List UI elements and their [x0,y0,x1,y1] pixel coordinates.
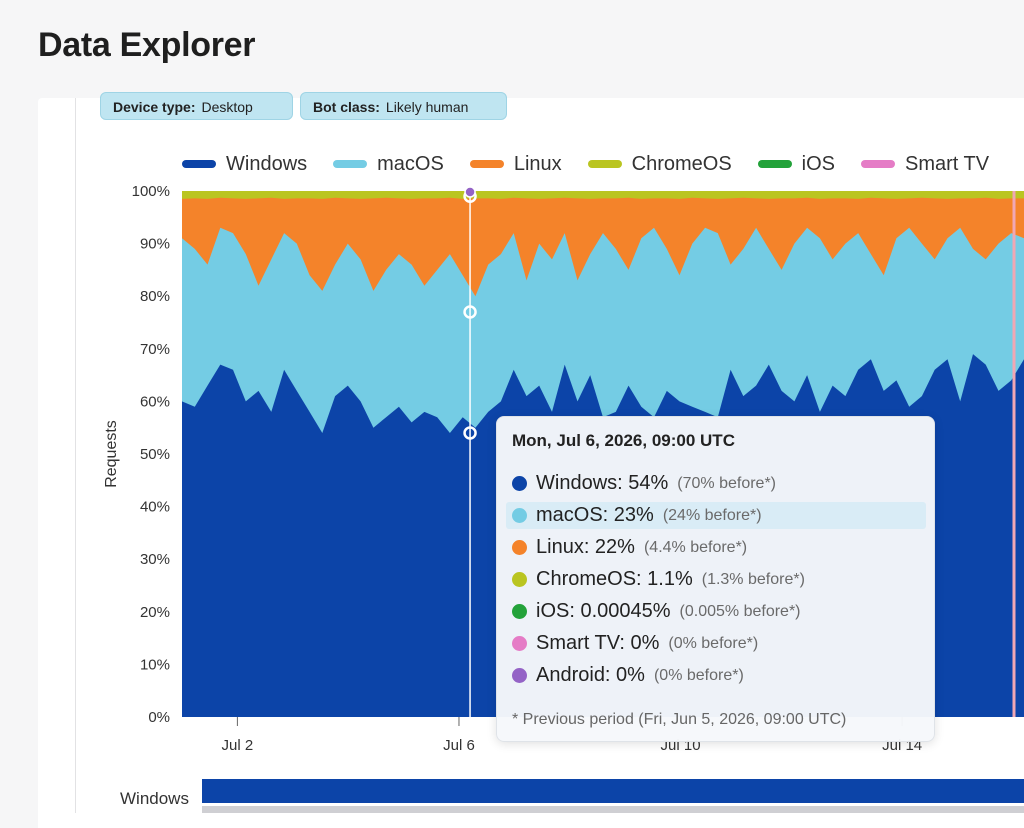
y-tick-label: 10% [140,656,170,673]
hover-marker-android [464,186,476,198]
legend-swatch [587,160,622,168]
legend-item-macos[interactable]: macOS [333,153,444,176]
x-tick-label: Jul 2 [222,737,254,754]
y-tick-label: 20% [140,604,170,621]
y-tick-label: 40% [140,499,170,516]
y-tick-label: 30% [140,551,170,568]
filter-value: Likely human [385,99,469,115]
tooltip-row-linux: Linux: 22% (4.4% before*) [506,534,926,561]
tooltip-row-chromeos: ChromeOS: 1.1% (1.3% before*) [506,566,926,593]
legend-swatch [757,160,792,168]
tooltip-title: Mon, Jul 6, 2026, 09:00 UTC [512,431,735,450]
legend-item-chromeos[interactable]: ChromeOS [587,152,732,176]
y-tick-label: 60% [140,393,170,410]
tooltip-row-ios: iOS: 0.00045% (0.005% before*) [506,598,926,625]
tooltip-value: Windows: 54% [536,472,669,494]
hover-marker [463,305,477,319]
filter-pill-device-type[interactable]: Device type: Desktop [100,92,293,120]
tooltip-value: Linux: 22% [536,536,635,558]
filter-label: Device type: [113,99,196,115]
y-tick-label: 90% [140,236,170,253]
tooltip-previous-value: (4.4% before*) [643,538,748,556]
hover-marker [463,426,477,440]
y-tick-label: 50% [140,446,170,463]
legend-label: Linux [513,152,562,175]
legend-swatch [182,160,216,168]
tooltip-previous-value: (24% before*) [662,506,762,524]
tooltip-footnote: * Previous period (Fri, Jun 5, 2026, 09:… [512,711,847,728]
y-tick-label: 70% [140,341,170,358]
legend-swatch [861,160,896,168]
legend-swatch [333,160,368,168]
tooltip-value: iOS: 0.00045% [536,600,671,622]
summary-bar-windows[interactable] [202,779,1024,803]
y-axis-label: Requests [103,420,120,488]
series-dot [512,668,527,683]
tooltip-value: Smart TV: 0% [536,632,660,654]
legend-item-ios[interactable]: iOS [757,152,836,176]
summary-bar-label: Windows [120,789,189,808]
tooltip-previous-value: (0.005% before*) [679,602,801,620]
legend-label: ChromeOS [631,152,732,175]
series-dot [512,604,527,619]
legend-label: iOS [801,152,836,175]
tooltip-value: Android: 0% [536,664,645,686]
tooltip-previous-value: (70% before*) [677,474,776,492]
legend-swatch [469,160,504,168]
tooltip-previous-value: (0% before*) [668,634,759,652]
tooltip-row-macos: macOS: 23% (24% before*) [506,502,926,529]
y-tick-label: 80% [140,288,170,305]
legend-label: macOS [377,152,444,175]
legend-item-windows[interactable]: Windows [182,153,307,176]
x-tick-label: Jul 6 [443,737,475,754]
legend-item-linux[interactable]: Linux [469,152,562,176]
tooltip-previous-value: (1.3% before*) [701,570,805,588]
chart-legend: Windows macOS Linux ChromeOS iOS Smart TV [182,150,1015,178]
series-dot [512,572,527,587]
y-tick-label: 0% [148,709,170,726]
legend-item-smart-tv[interactable]: Smart TV [861,153,989,176]
tooltip-previous-value: (0% before*) [653,666,744,684]
tooltip-row-windows: Windows: 54% (70% before*) [506,470,926,497]
chart-tooltip: Mon, Jul 6, 2026, 09:00 UTC * Previous p… [496,416,935,742]
tooltip-value: macOS: 23% [536,504,654,526]
filter-label: Bot class: [313,99,380,115]
summary-bar-track [202,806,1024,813]
y-tick-label: 100% [132,183,170,200]
tooltip-row-smart-tv: Smart TV: 0% (0% before*) [506,630,926,657]
legend-label: Smart TV [905,152,990,175]
card-divider [75,98,76,813]
filter-pill-bot-class[interactable]: Bot class: Likely human [300,92,507,120]
page-title: Data Explorer [38,26,256,64]
tooltip-value: ChromeOS: 1.1% [536,568,693,590]
legend-label: Windows [226,152,308,175]
series-dot [512,540,527,555]
tooltip-row-android: Android: 0% (0% before*) [506,662,926,689]
series-dot [512,636,527,651]
series-dot [512,508,527,523]
series-dot [512,476,527,491]
filter-value: Desktop [201,99,253,115]
